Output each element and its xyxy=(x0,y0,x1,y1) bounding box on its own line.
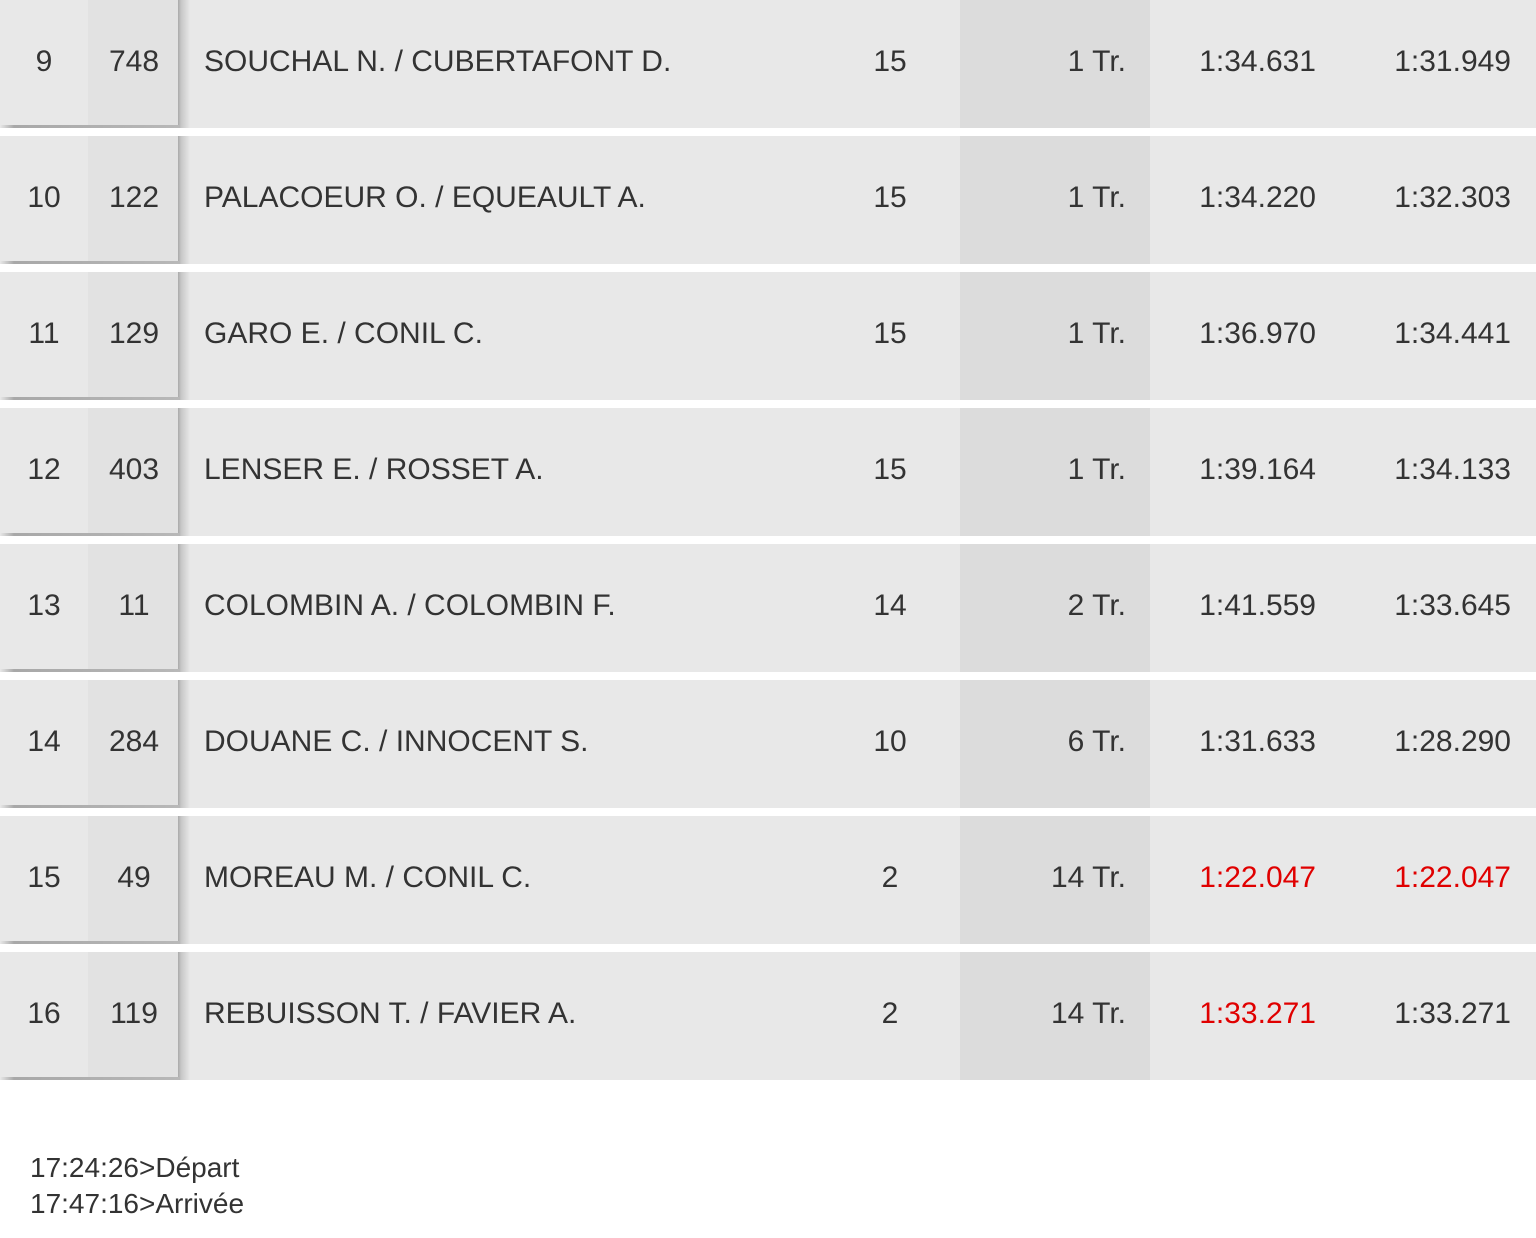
row-bottom-edge xyxy=(0,1077,180,1080)
laps-cell: 15 xyxy=(873,181,907,214)
position-cell: 16 xyxy=(27,997,61,1030)
column-shadow xyxy=(178,136,190,264)
position-cell: 10 xyxy=(27,181,61,214)
row-bottom-edge xyxy=(0,533,180,536)
crew-name-cell: REBUISSON T. / FAVIER A. xyxy=(204,997,577,1030)
gap-cell: 14 Tr. xyxy=(960,816,1150,944)
best-lap-cell: 1:31.949 xyxy=(1394,45,1511,78)
laps-cell: 14 xyxy=(873,589,907,622)
row-bottom-edge xyxy=(0,125,180,128)
table-row: 14 284 DOUANE C. / INNOCENT S. 10 6 Tr. 1:31.… xyxy=(0,680,1536,808)
position-cell: 11 xyxy=(28,317,60,350)
gap-cell: 1 Tr. xyxy=(960,136,1150,264)
last-lap-cell: 1:41.559 xyxy=(1199,589,1316,622)
gap-cell: 1 Tr. xyxy=(960,272,1150,400)
last-lap-cell: 1:33.271 xyxy=(1199,997,1316,1030)
table-row: 13 11 COLOMBIN A. / COLOMBIN F. 14 2 Tr. 1:41… xyxy=(0,544,1536,672)
best-lap-cell: 1:33.271 xyxy=(1394,997,1511,1030)
last-lap-cell: 1:36.970 xyxy=(1199,317,1316,350)
column-shadow xyxy=(178,0,190,128)
position-cell: 9 xyxy=(35,45,53,78)
column-shadow xyxy=(178,952,190,1080)
column-shadow xyxy=(178,272,190,400)
position-cell: 13 xyxy=(27,589,61,622)
gap-cell: 6 Tr. xyxy=(960,680,1150,808)
car-number-cell: 122 xyxy=(88,136,180,264)
laps-cell: 15 xyxy=(873,453,907,486)
crew-name-cell: LENSER E. / ROSSET A. xyxy=(204,453,544,486)
best-lap-cell: 1:34.441 xyxy=(1394,317,1511,350)
last-lap-cell: 1:34.220 xyxy=(1199,181,1316,214)
crew-name-cell: PALACOEUR O. / EQUEAULT A. xyxy=(204,181,646,214)
gap-cell: 1 Tr. xyxy=(960,408,1150,536)
row-bottom-edge xyxy=(0,397,180,400)
start-event: 17:24:26>Départ xyxy=(30,1152,240,1183)
laps-cell: 15 xyxy=(873,317,907,350)
gap-cell: 1 Tr. xyxy=(960,0,1150,128)
race-events: 17:24:26>Départ 17:47:16>Arrivée xyxy=(30,1150,244,1222)
car-number-cell: 284 xyxy=(88,680,180,808)
column-shadow xyxy=(178,544,190,672)
car-number-cell: 748 xyxy=(88,0,180,128)
crew-name-cell: DOUANE C. / INNOCENT S. xyxy=(204,725,589,758)
crew-name-cell: COLOMBIN A. / COLOMBIN F. xyxy=(204,589,616,622)
car-number-cell: 403 xyxy=(88,408,180,536)
car-number-cell: 49 xyxy=(88,816,180,944)
laps-cell: 2 xyxy=(881,861,899,894)
results-table: 9 748 SOUCHAL N. / CUBERTAFONT D. 15 1 Tr. 1:… xyxy=(0,0,1536,1080)
row-bottom-edge xyxy=(0,261,180,264)
last-lap-cell: 1:31.633 xyxy=(1199,725,1316,758)
position-cell: 12 xyxy=(27,453,61,486)
row-bottom-edge xyxy=(0,669,180,672)
last-lap-cell: 1:22.047 xyxy=(1199,861,1316,894)
last-lap-cell: 1:34.631 xyxy=(1199,45,1316,78)
laps-cell: 2 xyxy=(881,997,899,1030)
column-shadow xyxy=(178,680,190,808)
crew-name-cell: GARO E. / CONIL C. xyxy=(204,317,483,350)
best-lap-cell: 1:32.303 xyxy=(1394,181,1511,214)
column-shadow xyxy=(178,816,190,944)
row-bottom-edge xyxy=(0,805,180,808)
best-lap-cell: 1:33.645 xyxy=(1394,589,1511,622)
table-row: 11 129 GARO E. / CONIL C. 15 1 Tr. 1:36.970 1:… xyxy=(0,272,1536,400)
crew-name-cell: MOREAU M. / CONIL C. xyxy=(204,861,532,894)
best-lap-cell: 1:22.047 xyxy=(1394,861,1511,894)
gap-cell: 2 Tr. xyxy=(960,544,1150,672)
column-shadow xyxy=(178,408,190,536)
car-number-cell: 129 xyxy=(88,272,180,400)
car-number-cell: 119 xyxy=(88,952,180,1080)
best-lap-cell: 1:28.290 xyxy=(1394,725,1511,758)
finish-event: 17:47:16>Arrivée xyxy=(30,1188,245,1219)
position-cell: 14 xyxy=(27,725,61,758)
row-bottom-edge xyxy=(0,941,180,944)
last-lap-cell: 1:39.164 xyxy=(1199,453,1316,486)
gap-cell: 14 Tr. xyxy=(960,952,1150,1080)
car-number-cell: 11 xyxy=(88,544,180,672)
table-row: 12 403 LENSER E. / ROSSET A. 15 1 Tr. 1:39.16… xyxy=(0,408,1536,536)
position-cell: 15 xyxy=(27,861,61,894)
laps-cell: 10 xyxy=(873,725,907,758)
table-row: 10 122 PALACOEUR O. / EQUEAULT A. 15 1 Tr. 1:… xyxy=(0,136,1536,264)
table-row: 15 49 MOREAU M. / CONIL C. 2 14 Tr. 1:22.047 1… xyxy=(0,816,1536,944)
crew-name-cell: SOUCHAL N. / CUBERTAFONT D. xyxy=(204,45,672,78)
best-lap-cell: 1:34.133 xyxy=(1394,453,1511,486)
table-row: 16 119 REBUISSON T. / FAVIER A. 2 14 Tr. 1:33… xyxy=(0,952,1536,1080)
laps-cell: 15 xyxy=(873,45,907,78)
table-row: 9 748 SOUCHAL N. / CUBERTAFONT D. 15 1 Tr. 1:… xyxy=(0,0,1536,128)
